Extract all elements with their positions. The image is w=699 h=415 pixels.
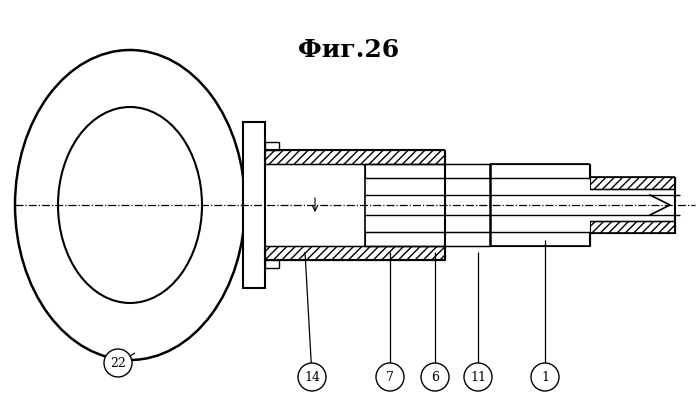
- Circle shape: [531, 363, 559, 391]
- Bar: [490, 232, 590, 246]
- Bar: [365, 164, 490, 178]
- Bar: [590, 177, 675, 189]
- Circle shape: [104, 349, 132, 377]
- Circle shape: [376, 363, 404, 391]
- Ellipse shape: [15, 50, 245, 360]
- Bar: [491, 178, 590, 232]
- Bar: [243, 122, 265, 288]
- Ellipse shape: [58, 107, 202, 303]
- Text: 7: 7: [386, 371, 394, 383]
- Bar: [267, 178, 365, 232]
- Bar: [265, 260, 279, 268]
- Bar: [265, 142, 279, 150]
- Bar: [265, 246, 445, 260]
- Text: 1: 1: [541, 371, 549, 383]
- Circle shape: [464, 363, 492, 391]
- Circle shape: [421, 363, 449, 391]
- Text: Фиг.26: Фиг.26: [298, 38, 400, 62]
- Bar: [490, 164, 590, 178]
- Text: 14: 14: [304, 371, 320, 383]
- Text: 6: 6: [431, 371, 439, 383]
- Text: 11: 11: [470, 371, 486, 383]
- Text: 22: 22: [110, 356, 126, 369]
- Circle shape: [298, 363, 326, 391]
- Bar: [265, 150, 445, 164]
- Bar: [365, 232, 490, 246]
- Bar: [590, 221, 675, 233]
